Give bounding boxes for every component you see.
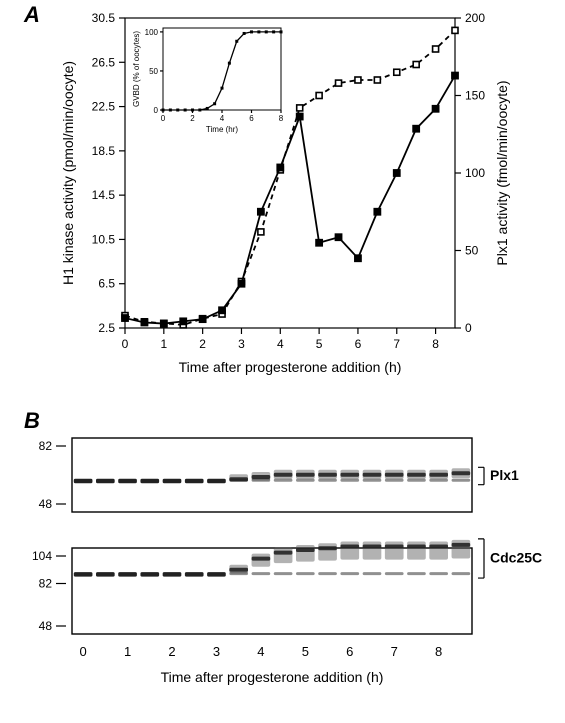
svg-text:30.5: 30.5	[92, 11, 116, 25]
svg-text:26.5: 26.5	[92, 55, 116, 69]
panel-b-blots: 82 48 Plx1 104 82 48 Cdc25C 0 1 2 3 4 5 6 7 8 Time after…	[18, 420, 558, 720]
svg-text:7: 7	[391, 644, 398, 659]
svg-text:GVBD (% of oocytes): GVBD (% of oocytes)	[132, 31, 141, 107]
svg-text:14.5: 14.5	[92, 188, 116, 202]
svg-text:Plx1 activity (fmol/min/oocy: Plx1 activity (fmol/min/oocyte)	[494, 80, 510, 265]
scientific-figure: A 0 1 2 3 4 5 6 7 8 2.5 6.5 10.5 14.5 18.5 22.5 26.5 30.…	[0, 0, 565, 723]
svg-text:10.5: 10.5	[92, 232, 116, 246]
svg-text:3: 3	[213, 644, 220, 659]
svg-text:6: 6	[355, 337, 362, 351]
svg-text:200: 200	[465, 11, 485, 25]
svg-text:1: 1	[124, 644, 131, 659]
svg-text:2: 2	[190, 114, 195, 123]
svg-text:4: 4	[257, 644, 264, 659]
svg-text:5: 5	[316, 337, 323, 351]
svg-text:18.5: 18.5	[92, 144, 116, 158]
svg-text:2: 2	[199, 337, 206, 351]
svg-text:104: 104	[32, 549, 52, 563]
chart-a: 0 1 2 3 4 5 6 7 8 2.5 6.5 10.5 14.5 18.5 22.5 26.5 30.5 0…	[50, 0, 550, 390]
svg-text:50: 50	[149, 67, 158, 76]
svg-text:48: 48	[39, 619, 53, 633]
svg-text:150: 150	[465, 89, 485, 103]
svg-text:4: 4	[277, 337, 284, 351]
svg-text:100: 100	[465, 166, 485, 180]
svg-text:Cdc25C: Cdc25C	[490, 549, 542, 565]
svg-text:82: 82	[39, 577, 53, 591]
panel-a-label: A	[24, 2, 40, 28]
svg-text:8: 8	[279, 114, 284, 123]
svg-text:0: 0	[161, 114, 166, 123]
svg-text:8: 8	[435, 644, 442, 659]
svg-text:2.5: 2.5	[98, 321, 115, 335]
svg-text:3: 3	[238, 337, 245, 351]
svg-text:Time (hr): Time (hr)	[206, 125, 238, 134]
svg-text:0: 0	[154, 106, 159, 115]
svg-text:0: 0	[465, 321, 472, 335]
svg-text:100: 100	[145, 28, 159, 37]
svg-text:Time after progesterone additi: Time after progesterone addition (h)	[179, 359, 402, 375]
svg-text:82: 82	[39, 439, 53, 453]
svg-text:48: 48	[39, 497, 53, 511]
svg-text:5: 5	[302, 644, 309, 659]
svg-text:0: 0	[79, 644, 86, 659]
svg-text:8: 8	[432, 337, 439, 351]
svg-text:Time after progesterone additi: Time after progesterone addition (h)	[161, 669, 384, 685]
svg-text:Plx1: Plx1	[490, 467, 519, 483]
svg-text:H1 kinase activity (pmol/min/: H1 kinase activity (pmol/min/oocyte)	[60, 61, 76, 285]
svg-text:6: 6	[249, 114, 254, 123]
svg-text:4: 4	[220, 114, 225, 123]
svg-text:0: 0	[122, 337, 129, 351]
svg-text:7: 7	[393, 337, 400, 351]
svg-text:22.5: 22.5	[92, 100, 116, 114]
svg-text:6.5: 6.5	[98, 277, 115, 291]
svg-text:6: 6	[346, 644, 353, 659]
svg-text:2: 2	[168, 644, 175, 659]
svg-text:50: 50	[465, 244, 479, 258]
svg-text:1: 1	[160, 337, 167, 351]
